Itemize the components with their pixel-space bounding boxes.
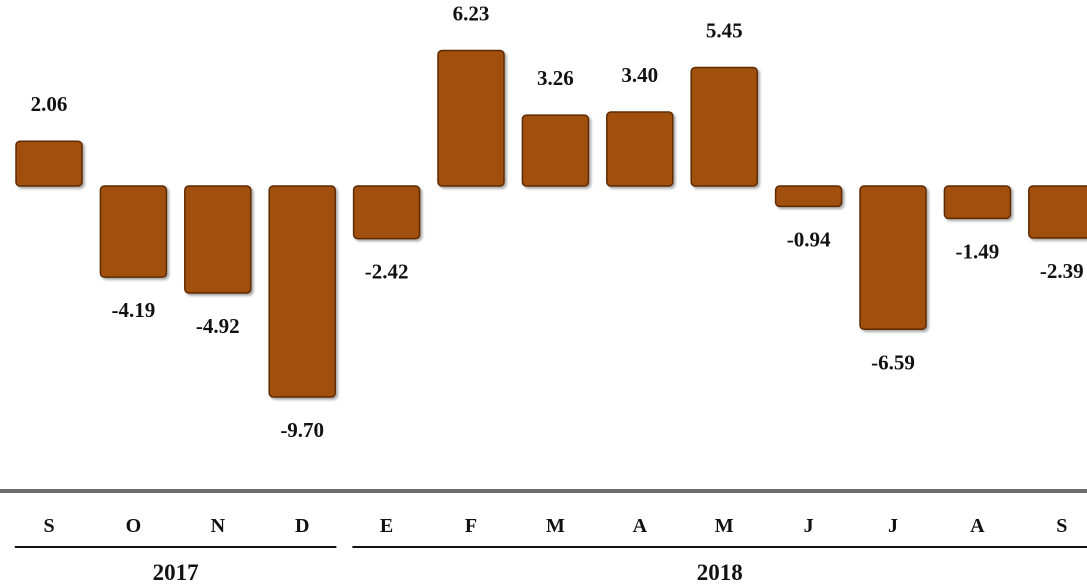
year-label-2018: 2018 xyxy=(697,560,743,585)
x-tick-label-13: S xyxy=(1056,515,1067,537)
value-label-5: -2.42 xyxy=(365,260,409,284)
bar-f-6 xyxy=(437,49,505,187)
bar-s-1 xyxy=(15,140,83,187)
value-label-3: -4.92 xyxy=(196,314,240,338)
bar-o-2 xyxy=(99,185,168,278)
year-groups: 2017 2018 xyxy=(14,546,1087,585)
value-label-7: 3.26 xyxy=(537,66,574,90)
value-label-6: 6.23 xyxy=(453,2,490,26)
bar-j-11 xyxy=(859,185,927,331)
value-label-13: -2.39 xyxy=(1040,259,1084,283)
x-tick-label-12: A xyxy=(970,515,985,537)
x-tick-label-2: O xyxy=(126,515,142,537)
value-label-1: 2.06 xyxy=(31,92,68,116)
x-tick-label-11: J xyxy=(888,515,898,537)
value-label-11: -6.59 xyxy=(871,350,915,374)
value-label-2: -4.19 xyxy=(112,298,156,322)
x-tick-label-3: N xyxy=(211,515,226,537)
bar-j-10 xyxy=(774,185,843,208)
x-tick-label-9: M xyxy=(715,515,734,537)
x-tick-label-6: F xyxy=(465,515,477,537)
x-tick-label-4: D xyxy=(295,515,309,537)
year-label-2017: 2017 xyxy=(153,560,199,585)
bar-n-3 xyxy=(184,185,252,294)
value-label-10: -0.94 xyxy=(787,227,831,251)
value-labels-group: 2.06 -4.19 -4.92 -9.70 -2.42 6.23 3.26 3.40 5.45… xyxy=(31,2,1084,443)
value-label-4: -9.70 xyxy=(280,418,324,442)
value-label-12: -1.49 xyxy=(956,239,1000,263)
x-tick-label-5: E xyxy=(380,515,393,537)
bar-m-7 xyxy=(521,114,590,187)
bar-a-12 xyxy=(943,185,1012,220)
value-label-8: 3.40 xyxy=(621,63,658,87)
bars-group xyxy=(15,49,1087,398)
x-tick-label-1: S xyxy=(43,515,54,537)
bar-d-4 xyxy=(268,185,336,398)
x-tick-label-7: M xyxy=(546,515,565,537)
value-label-9: 5.45 xyxy=(706,19,743,43)
bar-a-8 xyxy=(606,111,674,187)
bar-m-9 xyxy=(690,66,758,187)
x-tick-label-8: A xyxy=(633,515,648,537)
x-tick-label-10: J xyxy=(804,515,814,537)
bar-e-5 xyxy=(352,185,421,240)
bar-s-13 xyxy=(1028,185,1087,239)
